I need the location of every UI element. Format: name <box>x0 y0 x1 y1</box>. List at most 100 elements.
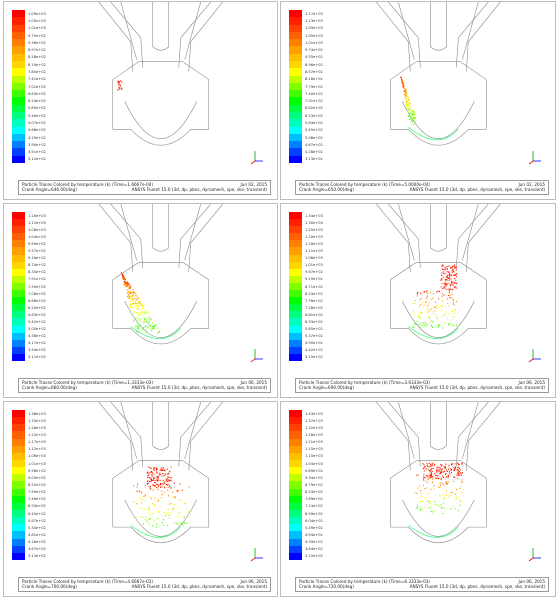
particle <box>429 477 431 479</box>
legend-label: 6.40e+02 <box>28 511 46 516</box>
particle <box>431 476 433 478</box>
particle <box>133 320 135 322</box>
particle <box>452 300 454 302</box>
particle <box>158 484 160 486</box>
particle <box>430 464 432 466</box>
particle <box>429 475 431 477</box>
particle <box>404 88 406 90</box>
particle <box>446 271 448 273</box>
particle <box>185 515 187 517</box>
particle <box>424 488 426 490</box>
particle <box>439 495 441 497</box>
particle <box>441 468 443 470</box>
legend-label: 6.59e+02 <box>305 511 323 516</box>
particle <box>165 479 167 481</box>
legend-label: 9.58e+02 <box>28 468 46 473</box>
particle <box>452 265 454 267</box>
legend-swatch <box>289 304 302 312</box>
legend-swatch <box>12 233 25 241</box>
legend-swatch <box>289 212 302 220</box>
particle <box>139 507 141 509</box>
particle <box>434 501 436 503</box>
particle <box>134 293 136 295</box>
particle <box>165 473 167 475</box>
particle <box>143 305 145 307</box>
particle <box>443 272 445 274</box>
particle <box>409 109 411 111</box>
particle <box>442 327 444 329</box>
particle <box>157 476 159 478</box>
legend-label: 4.90e+02 <box>305 341 323 346</box>
particle <box>442 498 444 500</box>
particle <box>454 282 456 284</box>
particle <box>142 516 144 518</box>
particle <box>130 308 132 310</box>
panel-caption: Particle Traces Colored by temperature (… <box>18 180 271 195</box>
caption-line1-right: Jun 02, 2015 <box>240 182 267 187</box>
legend-swatch <box>289 226 302 234</box>
particle <box>432 478 434 480</box>
particle <box>159 486 161 488</box>
result-panel-2: 1.17e+03 1.13e+03 1.09e+03 1.05e+03 1.01e+03… <box>280 1 556 200</box>
particle <box>121 275 123 277</box>
particle <box>431 465 433 467</box>
particle <box>446 481 448 483</box>
particle <box>444 267 446 269</box>
caption-line2-left: Crank Angle=720.00(deg) <box>299 584 354 589</box>
particle <box>156 523 158 525</box>
particle <box>166 478 168 480</box>
particle <box>154 505 156 507</box>
legend-swatch <box>289 148 302 156</box>
particle <box>167 483 169 485</box>
caption-line2-right: ANSYS Fluent 15.0 (3d, dp, pbns, dynames… <box>131 187 267 192</box>
particle <box>421 509 423 511</box>
legend-swatch <box>12 240 25 248</box>
particle <box>461 481 463 483</box>
particle <box>435 301 437 303</box>
particle <box>446 275 448 277</box>
particle <box>446 476 448 478</box>
legend-label: 1.43e+03 <box>305 411 323 416</box>
particle <box>179 483 181 485</box>
particle <box>148 506 150 508</box>
particle <box>124 285 126 287</box>
legend-swatch <box>12 119 25 127</box>
particle <box>442 315 444 317</box>
particle <box>148 466 150 468</box>
particle <box>442 483 444 485</box>
legend-label: 1.01e+03 <box>305 263 323 268</box>
particle <box>445 288 447 290</box>
engine-cylinder-geometry <box>98 204 263 363</box>
axis-triad-icon <box>250 151 263 165</box>
particle <box>176 491 178 493</box>
legend-swatch <box>289 133 302 142</box>
caption-line2-right: ANSYS Fluent 15.0 (3d, dp, pbns, dynames… <box>409 584 545 589</box>
legend-label: 4.67e+02 <box>305 142 323 147</box>
particle <box>136 312 138 314</box>
particle <box>419 317 421 319</box>
particle <box>140 301 142 303</box>
legend-label: 6.66e+02 <box>28 298 46 303</box>
particle <box>153 520 155 522</box>
particle <box>143 495 145 497</box>
particle <box>424 507 426 509</box>
particle <box>135 294 137 296</box>
particle <box>416 474 418 476</box>
legend-swatch <box>12 332 25 340</box>
particle <box>163 483 165 485</box>
particle <box>434 306 436 308</box>
particle <box>182 524 184 526</box>
particle <box>444 485 446 487</box>
particle <box>173 523 175 525</box>
particle <box>432 462 434 464</box>
particle <box>149 318 151 320</box>
particle <box>151 329 153 331</box>
particle <box>163 512 165 514</box>
particle <box>454 463 456 465</box>
particle <box>441 310 443 312</box>
particle <box>162 467 164 469</box>
particle <box>416 506 418 508</box>
particle <box>455 286 457 288</box>
particle <box>439 505 441 507</box>
particle <box>451 266 453 268</box>
